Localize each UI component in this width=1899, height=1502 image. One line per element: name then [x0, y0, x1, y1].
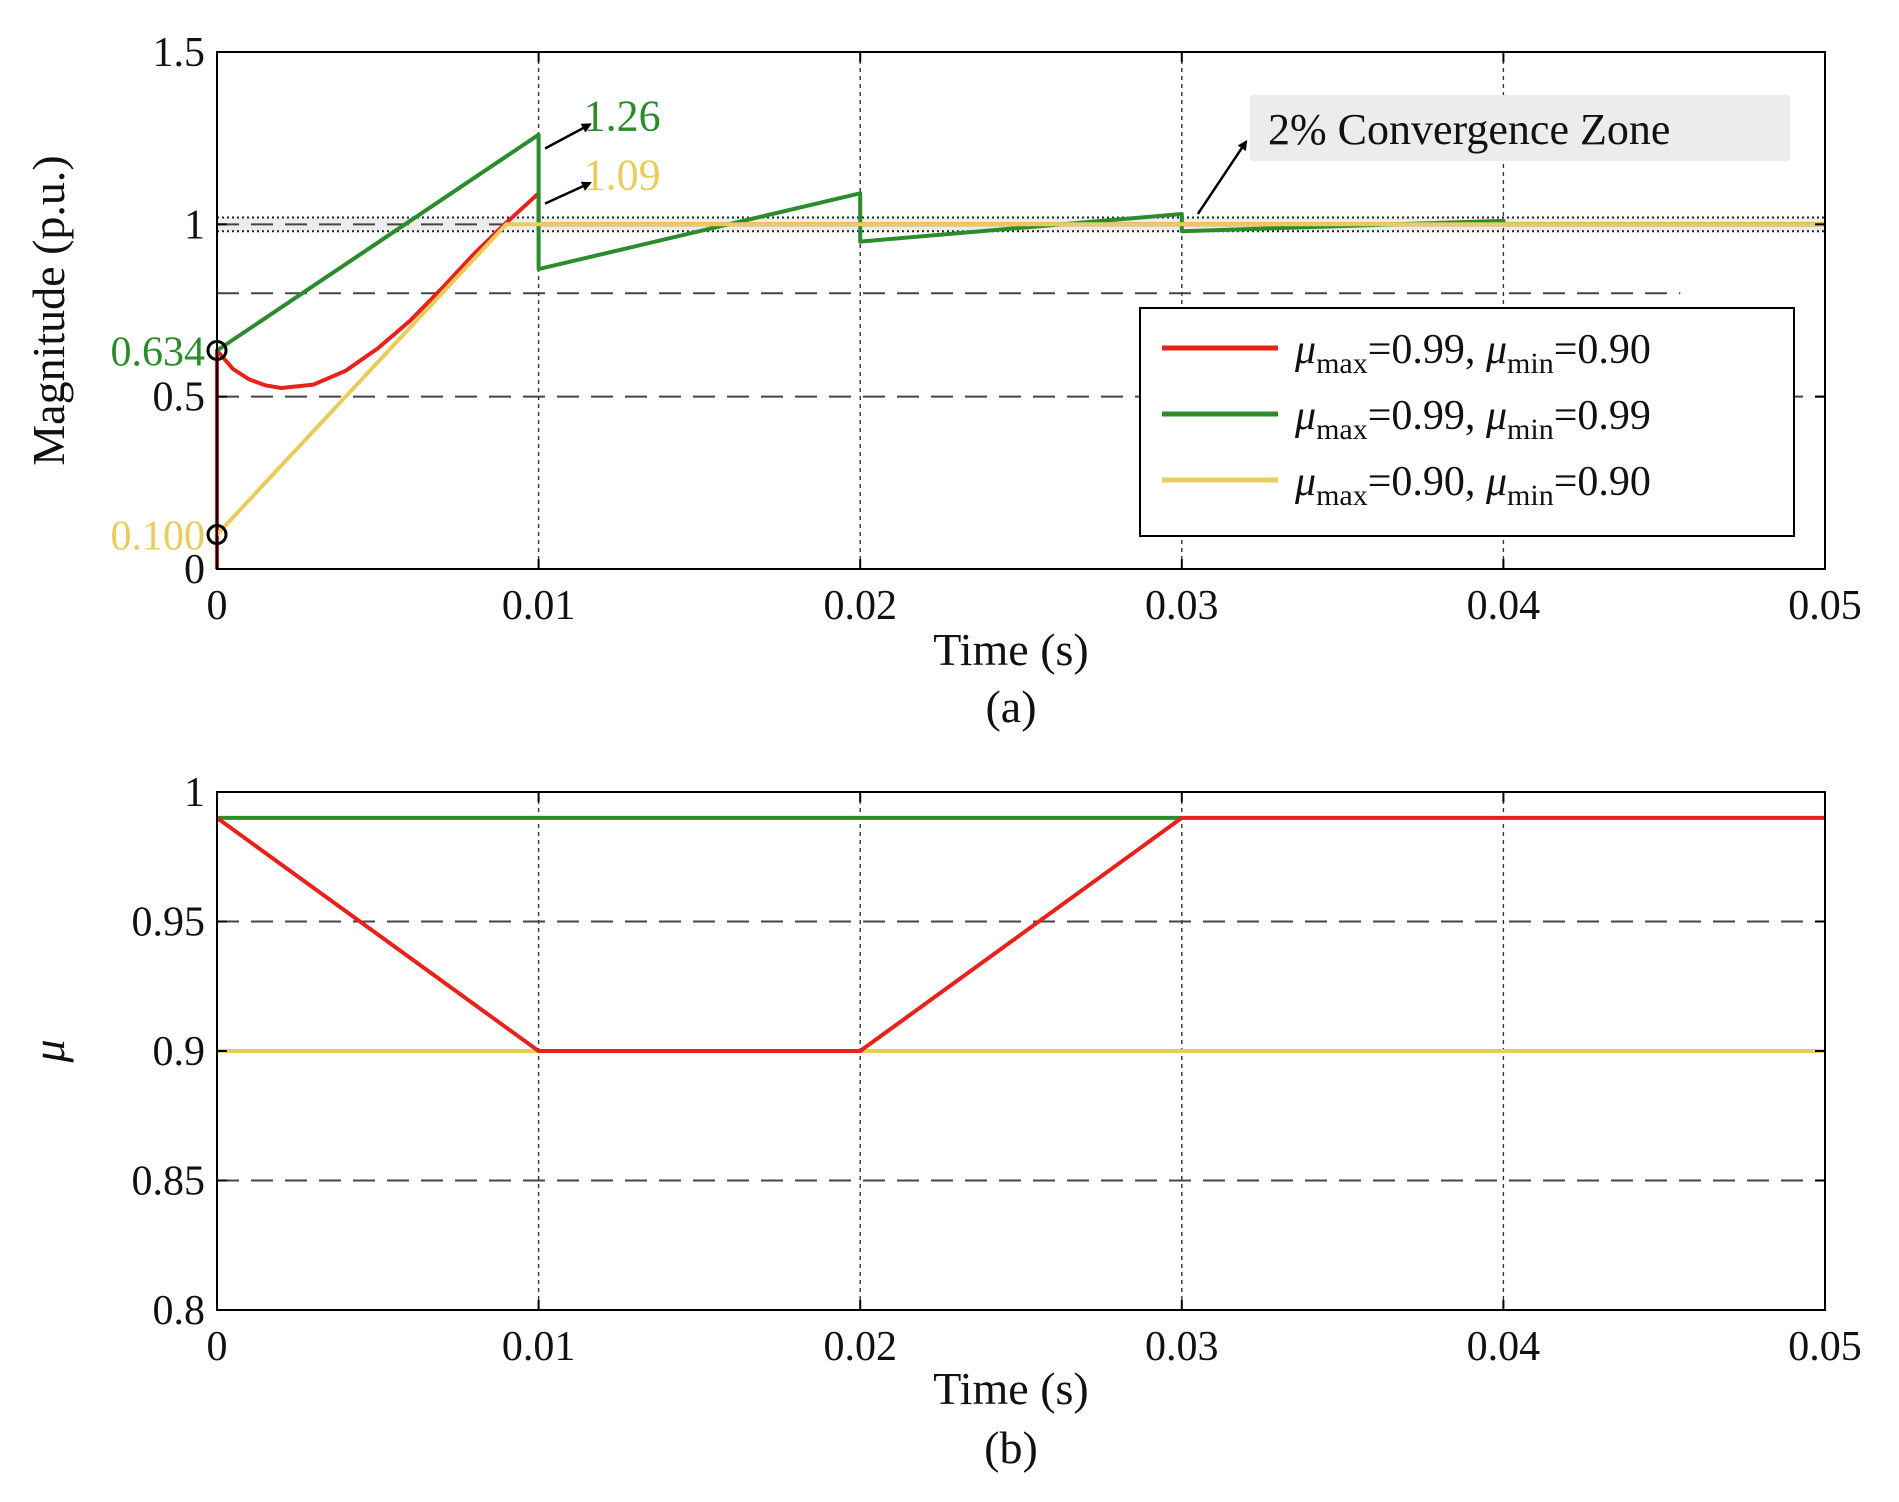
legend-text-part: μ	[1485, 327, 1507, 373]
peak-label-green: 1.26	[584, 92, 661, 141]
y-tick-label: 0.5	[153, 375, 206, 421]
legend-text-part: μ	[1485, 459, 1507, 505]
y-axis-label: μ	[23, 1039, 74, 1063]
peak-arrow-yellow	[544, 181, 592, 205]
legend-text-part: max	[1316, 413, 1368, 446]
x-tick-label: 0.05	[1788, 583, 1862, 629]
legend-text-part: =0.90	[1554, 327, 1651, 373]
panel-caption: (a)	[985, 681, 1036, 732]
series-line-0	[215, 191, 1825, 569]
chart-panel-b: 0 0.01 0.02 0.03 0.04 0.05 0.8 0.85 0.9 0.95 1 Time…	[23, 770, 1862, 1473]
axes-frame	[216, 51, 1826, 570]
y-tick-label: 1	[184, 770, 205, 816]
legend-text-part: μ	[1294, 393, 1316, 439]
x-tick-label: 0.04	[1467, 1324, 1541, 1370]
y-tick-label: 1.5	[153, 30, 206, 76]
zone-label: 2% Convergence Zone	[1268, 105, 1670, 154]
y-tick-label: 1	[184, 202, 205, 248]
chart-panel-a: 0 0.01 0.02 0.03 0.04 0.05 0 0.5 1 1.5 Time (s) Mag…	[23, 30, 1862, 732]
legend-text-part: =0.99	[1554, 393, 1651, 439]
legend-label-1: μmax=0.99, μmin=0.99	[1294, 393, 1651, 446]
y-tick-label: 0.85	[132, 1159, 206, 1205]
start-value-label-green: 0.634	[111, 329, 206, 375]
y-tick-label: 0.9	[153, 1029, 206, 1075]
legend-text-part: μ	[1294, 327, 1316, 373]
legend-text-part: =0.90,	[1368, 459, 1486, 505]
x-tick-label: 0.02	[823, 583, 897, 629]
x-tick-label: 0.03	[1145, 583, 1219, 629]
legend-text-part: min	[1507, 347, 1554, 380]
peak-arrow-green	[544, 123, 592, 150]
x-tick-label: 0	[207, 1324, 228, 1370]
x-tick-label: 0.03	[1145, 1324, 1219, 1370]
legend-text-part: =0.90	[1554, 459, 1651, 505]
legend-text-part: min	[1507, 479, 1554, 512]
legend-text-part: =0.99,	[1368, 327, 1486, 373]
zone-label-box	[1250, 95, 1790, 161]
legend-text-part: =0.99,	[1368, 393, 1486, 439]
x-tick-label: 0.02	[823, 1324, 897, 1370]
x-axis-label: Time (s)	[933, 1363, 1089, 1414]
peak-label-yellow: 1.09	[584, 150, 661, 199]
start-value-label-yellow: 0.100	[111, 514, 206, 560]
x-tick-label: 0.05	[1788, 1324, 1862, 1370]
legend-label-0: μmax=0.99, μmin=0.90	[1294, 327, 1651, 380]
legend-text-part: max	[1316, 347, 1368, 380]
legend-text-part: μ	[1294, 459, 1316, 505]
legend-text-part: max	[1316, 479, 1368, 512]
legend-text-part: μ	[1485, 393, 1507, 439]
panel-caption: (b)	[984, 1422, 1038, 1473]
y-tick-label: 0.8	[153, 1288, 206, 1334]
series-line-2	[215, 222, 1825, 536]
start-marker-green	[206, 339, 228, 361]
series-line-2	[215, 815, 1825, 1053]
x-tick-label: 0	[207, 583, 228, 629]
x-axis-label: Time (s)	[933, 624, 1089, 675]
y-tick-label: 0	[184, 547, 205, 593]
legend-label-2: μmax=0.90, μmin=0.90	[1294, 459, 1651, 512]
x-tick-label: 0.01	[502, 583, 576, 629]
start-marker-yellow	[206, 524, 228, 546]
legend-text-part: min	[1507, 413, 1554, 446]
y-axis-label: Magnitude (p.u.)	[23, 155, 74, 465]
zone-arrow	[1196, 139, 1248, 215]
x-tick-label: 0.04	[1467, 583, 1541, 629]
x-tick-label: 0.01	[502, 1324, 576, 1370]
y-tick-label: 0.95	[132, 900, 206, 946]
